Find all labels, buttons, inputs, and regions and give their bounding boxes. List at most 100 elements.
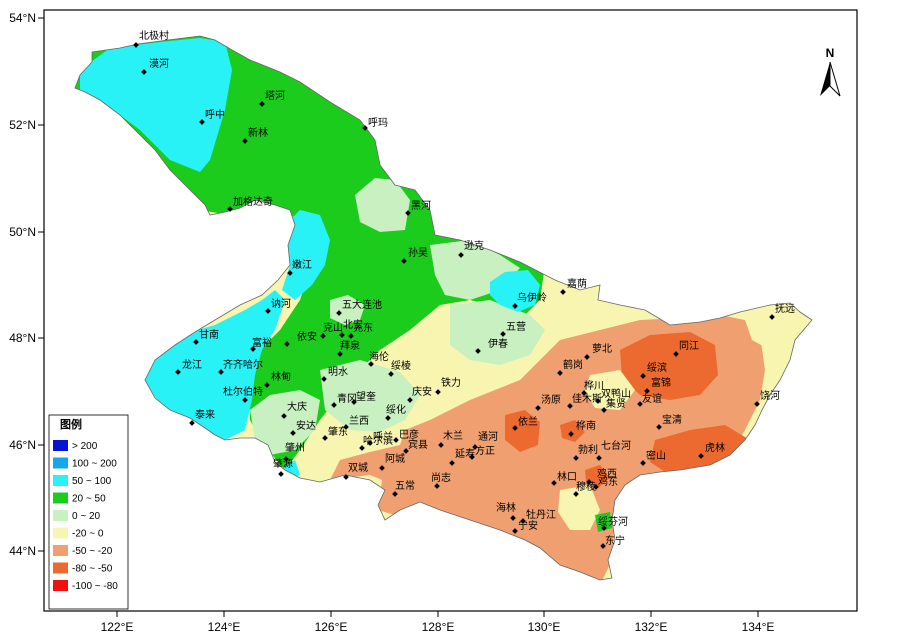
station-marker-icon [568, 431, 574, 437]
station-marker-icon [435, 389, 441, 395]
station-marker-icon [512, 528, 518, 534]
legend-item: -50 ~ -20 [53, 545, 113, 557]
station: 穆棱 [573, 480, 596, 497]
station-label: 甘南 [199, 328, 219, 341]
station-label: 依安 [297, 330, 317, 343]
lon-tick-label: 130°E [528, 620, 561, 634]
station-label: 通河 [478, 431, 498, 443]
legend-swatch [53, 492, 68, 504]
legend-label: 50 ~ 100 [72, 476, 112, 487]
station: 嫩江 [287, 258, 312, 276]
station: 孙吴 [401, 246, 428, 264]
lat-tick-label: 50°N [9, 225, 36, 239]
station: 呼兰 [367, 430, 393, 446]
station: 延寿 [449, 447, 475, 466]
station: 黑河 [405, 200, 431, 216]
station-label: 嫩江 [292, 258, 312, 271]
station: 五常 [392, 479, 415, 497]
station: 克山 [320, 322, 343, 339]
legend-item: -80 ~ -50 [53, 562, 113, 575]
station-marker-icon [264, 382, 270, 388]
station-label: 依兰 [518, 415, 538, 428]
legend-item: 20 ~ 50 [53, 492, 106, 505]
station-marker-icon [500, 331, 506, 337]
station-marker-icon [259, 101, 265, 107]
station: 拜泉 [337, 339, 360, 357]
station: 桦南 [568, 419, 596, 437]
station-marker-icon [193, 339, 199, 345]
station-marker-icon [644, 388, 650, 394]
station-marker-icon [368, 361, 374, 367]
station-label: 集贤 [606, 397, 626, 410]
station: 富裕 [250, 336, 272, 352]
station: 萝北 [584, 343, 612, 360]
station-marker-icon [189, 420, 195, 426]
station-marker-icon [242, 138, 248, 144]
station-marker-icon [601, 407, 607, 413]
station-marker-icon [535, 405, 541, 411]
station-label: 汤原 [541, 393, 561, 406]
station: 通河 [472, 431, 498, 450]
station: 安达 [290, 419, 316, 436]
station-label: 桦南 [576, 419, 596, 432]
station-label: 孙吴 [408, 246, 428, 259]
station: 塔河 [259, 89, 285, 107]
station: 望奎 [351, 390, 376, 405]
station: 牡丹江 [520, 508, 556, 524]
station: 方正 [469, 444, 495, 460]
station-marker-icon [640, 373, 646, 379]
station-label: 同江 [679, 340, 699, 352]
station-marker-icon [351, 399, 357, 405]
station-marker-icon [250, 346, 256, 352]
station: 嘉荫 [560, 277, 587, 295]
station: 友谊 [637, 392, 662, 407]
station: 哈尔滨 [359, 434, 393, 451]
station: 新林 [242, 126, 268, 144]
station-label: 林甸 [271, 370, 291, 383]
station: 北安 [339, 318, 363, 338]
lon-tick-label: 132°E [635, 620, 668, 634]
station: 依安 [284, 330, 317, 347]
station-label: 东宁 [605, 534, 625, 547]
station-marker-icon [278, 471, 284, 477]
legend-swatch [53, 457, 68, 469]
station: 林口 [551, 470, 577, 486]
station-marker-icon [593, 484, 599, 490]
station-label: 北安 [343, 318, 363, 331]
station: 漠河 [141, 58, 169, 75]
station-label: 齐齐哈尔 [223, 358, 263, 371]
station: 肇东 [322, 425, 348, 441]
station-marker-icon [769, 314, 775, 320]
legend-swatch [53, 527, 68, 539]
station-label: 五营 [506, 320, 526, 333]
station: 饶河 [754, 389, 780, 407]
station-marker-icon [557, 370, 563, 376]
station: 呼玛 [362, 117, 388, 131]
station: 巴彦 [393, 428, 419, 443]
station-label: 铁力 [441, 376, 461, 389]
station-marker-icon [637, 401, 643, 407]
station-marker-icon [573, 455, 579, 461]
legend-item: 100 ~ 200 [53, 457, 117, 470]
station: 抚远 [769, 303, 795, 320]
station-marker-icon [573, 491, 579, 497]
station: 大庆 [281, 400, 307, 419]
station-marker-icon [290, 430, 296, 436]
station-marker-icon [393, 437, 399, 443]
station-marker-icon [199, 119, 205, 125]
station-label: 加格达奇 [233, 195, 273, 208]
station-label: 呼玛 [368, 117, 388, 129]
station: 宁安 [512, 519, 538, 534]
station-marker-icon [596, 455, 602, 461]
legend-swatch [53, 440, 68, 451]
station-label: 七台河 [601, 439, 631, 452]
station: 东宁 [600, 534, 625, 549]
legend-label: 20 ~ 50 [72, 494, 106, 505]
station-label: 兰西 [349, 414, 369, 427]
lat-tick-label: 54°N [9, 11, 36, 25]
station-marker-icon [698, 453, 704, 459]
station: 汤原 [535, 393, 561, 411]
station: 佳木斯 [567, 392, 602, 409]
station-label: 大庆 [287, 400, 307, 413]
